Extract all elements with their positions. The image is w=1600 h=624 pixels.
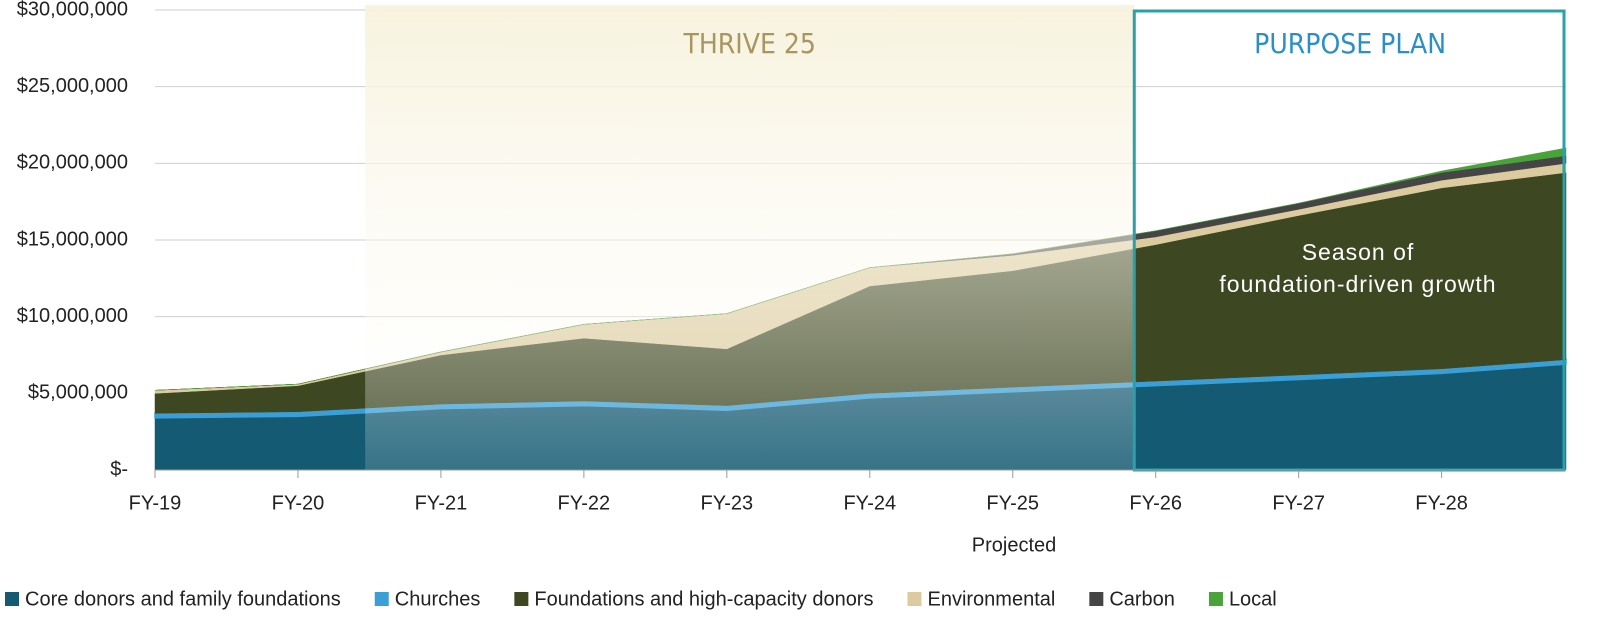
legend-swatch [1089, 592, 1104, 606]
annotation: Season of foundation-driven growth [1219, 239, 1496, 297]
x-tick-label: FY-21 [415, 492, 468, 514]
legend-swatch [514, 592, 529, 606]
legend-label: Core donors and family foundations [25, 588, 341, 610]
legend-label: Churches [395, 588, 481, 610]
y-tick-label: $- [110, 458, 128, 480]
annotation-line: Season of [1302, 239, 1415, 265]
legend-swatch [374, 592, 389, 606]
x-tick-label: FY-25 [986, 492, 1039, 514]
purpose-label: PURPOSE PLAN [1254, 27, 1446, 60]
legend-swatch [5, 592, 19, 606]
y-tick-label: $20,000,000 [17, 152, 128, 174]
x-tick-label: FY-20 [272, 492, 325, 514]
y-tick-label: $10,000,000 [17, 305, 128, 327]
y-tick-label: $15,000,000 [17, 228, 128, 250]
annotation-line: foundation-driven growth [1219, 271, 1496, 297]
legend-label: Carbon [1109, 588, 1175, 610]
legend-label: Local [1229, 588, 1277, 610]
thrive-label: THRIVE 25 [682, 27, 815, 60]
y-tick-label: $30,000,000 [17, 0, 128, 20]
x-tick-label: FY-22 [558, 492, 611, 514]
legend-swatch [907, 592, 922, 606]
legend-label: Foundations and high-capacity donors [534, 588, 873, 610]
x-tick-label: FY-24 [843, 492, 896, 514]
x-tick-label: FY-28 [1415, 492, 1468, 514]
x-tick-label: FY-23 [701, 492, 754, 514]
y-tick-label: $5,000,000 [28, 382, 128, 404]
legend-label: Environmental [927, 588, 1055, 610]
x-axis-label: Projected [972, 534, 1057, 556]
legend-swatch [1208, 592, 1223, 606]
y-tick-label: $25,000,000 [17, 75, 128, 97]
x-tick-label: FY-27 [1272, 492, 1325, 514]
x-tick-label: FY-19 [129, 492, 182, 514]
x-tick-label: FY-26 [1129, 492, 1182, 514]
thrive-band [365, 5, 1135, 470]
